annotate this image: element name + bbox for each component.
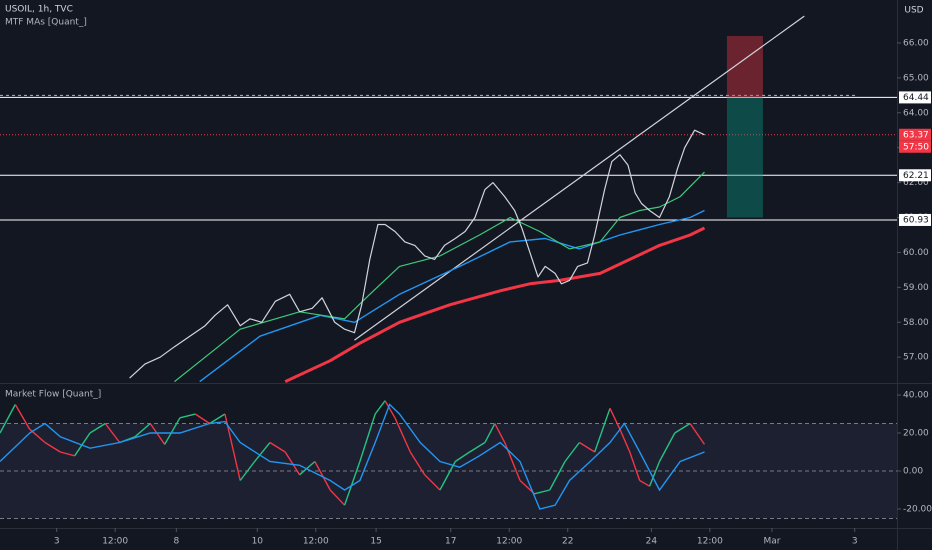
x-tick-label: 22 bbox=[562, 537, 573, 547]
flow-segment bbox=[454, 451, 471, 463]
flow-segment bbox=[484, 423, 496, 443]
level-label-bg bbox=[899, 91, 931, 104]
x-tick-label: 8 bbox=[173, 537, 179, 547]
flow-segment bbox=[409, 451, 426, 476]
flow-segment bbox=[689, 423, 706, 445]
level-label: 60.93 bbox=[903, 215, 929, 225]
flow-segment bbox=[439, 461, 456, 491]
flow-segment bbox=[209, 413, 226, 425]
flow-segment bbox=[0, 404, 16, 434]
flow-segment bbox=[648, 461, 661, 487]
flow-segment bbox=[343, 461, 361, 506]
level-label-bg bbox=[899, 169, 931, 182]
flow-segment bbox=[44, 441, 61, 453]
flow-segment bbox=[674, 422, 691, 434]
flow-segment bbox=[494, 423, 506, 443]
flow-segment bbox=[149, 423, 166, 445]
flow-segment bbox=[284, 451, 301, 476]
oscillator-pane bbox=[0, 400, 897, 520]
flow-segment bbox=[658, 432, 676, 462]
flow-segment bbox=[14, 404, 31, 430]
y-tick-label: 62.00 bbox=[903, 178, 929, 188]
x-tick-label: 10 bbox=[252, 537, 264, 547]
x-tick-label: 12:00 bbox=[102, 537, 128, 547]
price-line bbox=[129, 129, 705, 379]
y-tick-label: 0.00 bbox=[903, 467, 923, 477]
trend-line bbox=[354, 15, 805, 341]
countdown-label: 57:50 bbox=[903, 142, 929, 152]
y-tick-label: 57.00 bbox=[903, 353, 929, 363]
symbol-title: USOIL, 1h, TVC bbox=[5, 5, 73, 15]
flow-segment bbox=[239, 461, 256, 481]
y-tick-label: 66.00 bbox=[903, 38, 929, 48]
flow-segment bbox=[384, 400, 396, 419]
x-tick-label: Mar bbox=[763, 537, 780, 547]
flow-segment bbox=[134, 422, 151, 438]
x-tick-label: 24 bbox=[646, 537, 658, 547]
flow-segment bbox=[179, 413, 196, 419]
flow-segment bbox=[299, 460, 316, 476]
moving-average bbox=[284, 226, 706, 383]
flow-segment bbox=[104, 423, 121, 443]
x-tick-label: 12:00 bbox=[496, 537, 522, 547]
y-tick-label: 64.00 bbox=[903, 108, 929, 118]
flow-segment bbox=[594, 408, 611, 453]
flow-segment bbox=[60, 451, 75, 457]
target-zone bbox=[726, 97, 763, 218]
y-tick-label: 40.00 bbox=[903, 391, 929, 401]
y-tick-label: 20.00 bbox=[903, 429, 929, 439]
price-pane bbox=[0, 15, 897, 383]
last-price-bg bbox=[899, 128, 931, 141]
stop-zone bbox=[726, 35, 763, 98]
y-tick-label: 60.00 bbox=[903, 248, 929, 258]
oscillator-title: Market Flow [Quant_] bbox=[5, 390, 101, 400]
x-tick-label: 3 bbox=[54, 537, 60, 547]
flow-segment bbox=[194, 413, 211, 425]
y-tick-label: 65.00 bbox=[903, 73, 929, 83]
x-tick-label: 3 bbox=[852, 537, 858, 547]
flow-segment bbox=[424, 474, 441, 491]
currency-label: USD bbox=[904, 6, 923, 16]
flow-segment bbox=[89, 422, 106, 434]
flow-segment bbox=[609, 408, 621, 430]
flow-segment bbox=[314, 461, 331, 491]
flow-segment bbox=[254, 442, 271, 462]
last-price-label: 63.37 bbox=[903, 130, 929, 140]
level-label-bg bbox=[899, 213, 931, 226]
x-tick-label: 17 bbox=[445, 537, 456, 547]
flow-segment bbox=[549, 461, 566, 491]
flow-segment bbox=[564, 442, 580, 462]
level-label: 64.44 bbox=[903, 93, 929, 103]
flow-segment bbox=[639, 479, 650, 487]
level-label: 62.21 bbox=[903, 171, 929, 181]
moving-average bbox=[174, 171, 705, 383]
flow-segment bbox=[534, 489, 550, 495]
flow-segment bbox=[394, 417, 411, 453]
x-tick-label: 12:00 bbox=[697, 537, 723, 547]
countdown-bg bbox=[899, 140, 931, 153]
x-tick-label: 12:00 bbox=[303, 537, 329, 547]
flow-segment bbox=[359, 413, 376, 462]
flow-segment bbox=[579, 441, 596, 453]
flow-segment bbox=[469, 441, 486, 453]
flow-segment bbox=[74, 432, 91, 457]
flow-segment bbox=[329, 489, 346, 506]
flow-segment bbox=[629, 451, 641, 481]
x-tick-label: 15 bbox=[370, 537, 381, 547]
flow-segment bbox=[619, 428, 631, 453]
flow-segment bbox=[164, 417, 181, 445]
flow-segment bbox=[374, 400, 386, 415]
y-tick-label: 58.00 bbox=[903, 318, 929, 328]
y-tick-label: -20.00 bbox=[903, 505, 932, 515]
flow-segment bbox=[269, 441, 286, 453]
signal-line bbox=[0, 403, 705, 510]
y-tick-label: 59.00 bbox=[903, 283, 929, 293]
indicator-title: MTF MAs [Quant_] bbox=[5, 18, 87, 28]
